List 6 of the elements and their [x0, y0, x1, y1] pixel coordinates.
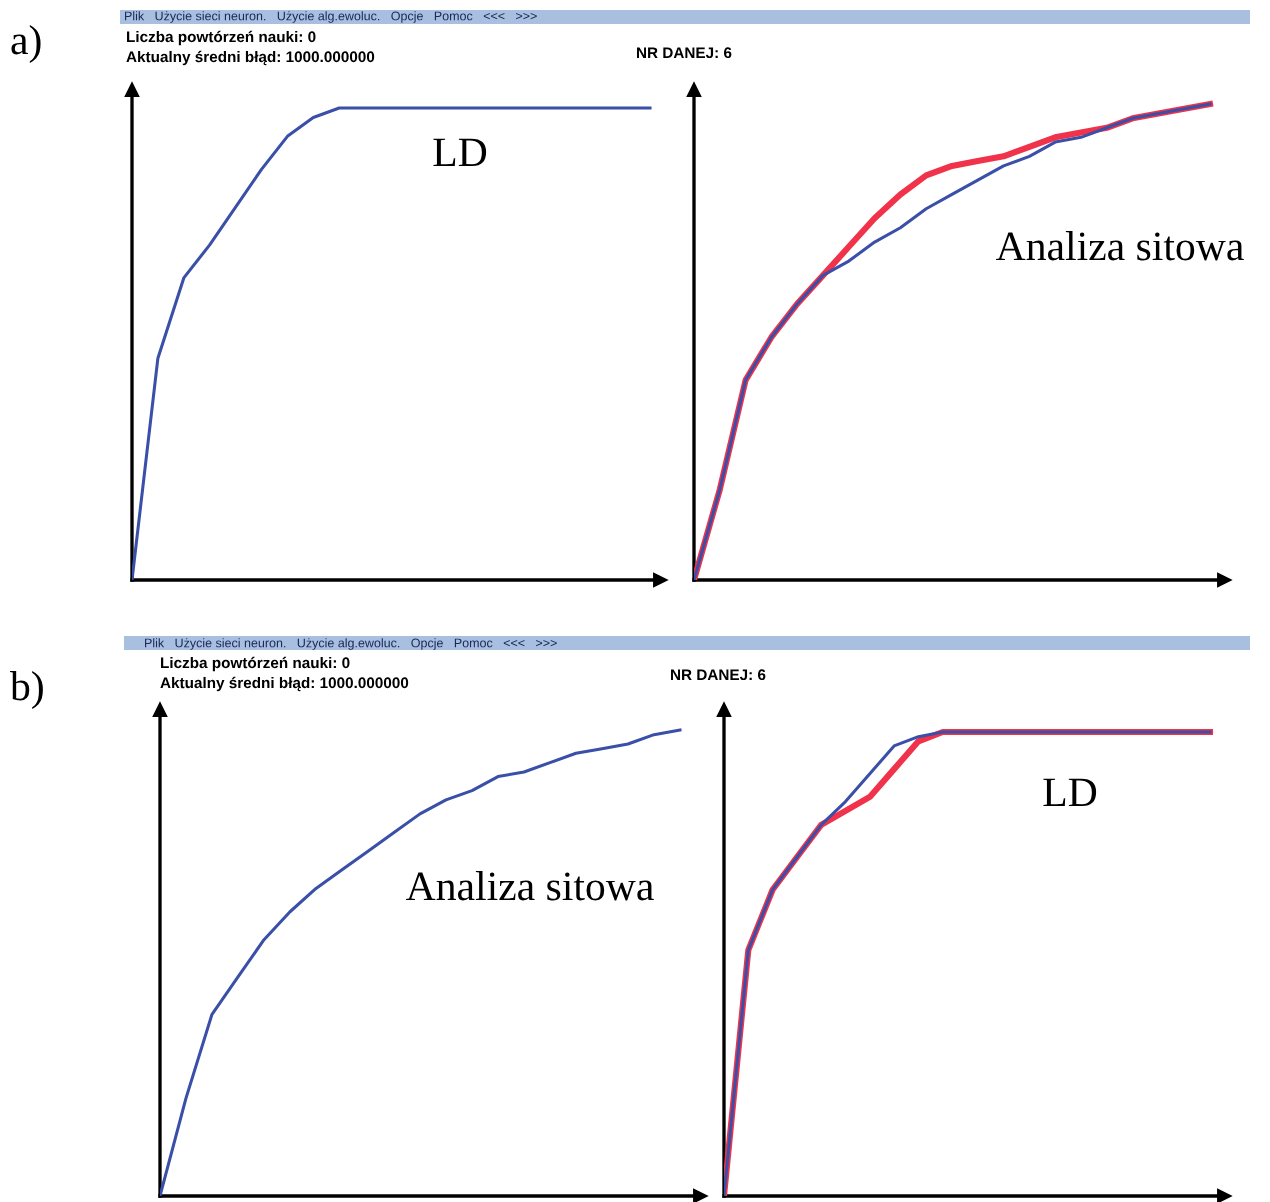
annotation: Analiza sitowa	[406, 871, 654, 901]
annotation: Analiza sitowa	[996, 231, 1244, 261]
text: b)	[10, 671, 43, 709]
annotation: LD	[1043, 778, 1097, 807]
annotation: LD	[433, 138, 487, 167]
text: a)	[11, 25, 41, 63]
